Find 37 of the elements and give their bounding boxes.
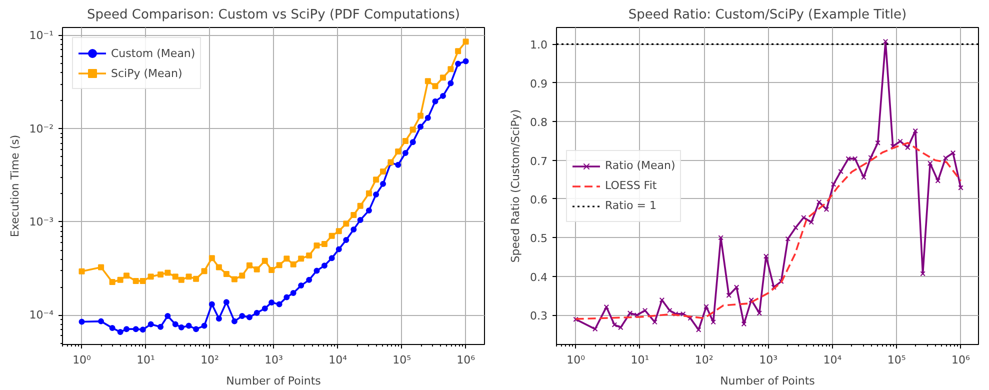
y-tick-label: 10⁻⁴ [29,308,54,322]
x-tick-label: 10³ [264,354,283,366]
x-tick-label: 10⁴ [328,354,348,366]
x-tick-label: 10¹ [136,354,155,366]
y-tick-label: 0.8 [530,116,548,130]
legend-label: Ratio = 1 [605,199,656,212]
x-tick-label: 10³ [759,354,778,366]
x-axis-title: Number of Points [226,374,322,388]
legend-label: LOESS Fit [605,179,657,192]
legend-label: Custom (Mean) [111,46,196,60]
y-tick-label: 10⁻² [29,122,54,136]
chart-title: Speed Ratio: Custom/SciPy (Example Title) [628,8,907,22]
y-tick-label: 0.6 [530,193,548,206]
y-tick-label: 10⁻³ [29,215,54,228]
y-tick-label: 0.5 [530,232,548,246]
chart-title: Speed Comparison: Custom vs SciPy (PDF Computations) [87,8,460,22]
x-tick-label: 10² [694,354,714,366]
x-tick-label: 10⁵ [887,354,906,366]
y-tick-label: 1.0 [530,38,548,52]
x-tick-label: 10² [200,354,219,366]
x-tick-label: 10¹ [630,354,650,366]
x-tick-label: 10⁴ [823,354,842,366]
y-tick-label: 0.9 [530,77,548,90]
x-tick-label: 10⁰ [566,354,586,366]
x-axis-title: Number of Points [720,374,816,388]
y-tick-label: 0.4 [530,270,548,284]
legend-label: Ratio (Mean) [605,159,676,172]
legend-label: SciPy (Mean) [111,66,182,80]
y-axis-title: Execution Time (s) [8,134,22,238]
y-axis-title: Speed Ratio (Custom/SciPy) [509,109,522,263]
x-tick-label: 10⁵ [392,354,412,366]
x-tick-label: 10⁰ [72,354,92,366]
y-tick-label: 0.7 [530,154,548,168]
x-tick-label: 10⁶ [456,354,476,366]
x-tick-label: 10⁶ [952,354,971,366]
y-tick-label: 10⁻¹ [29,29,54,42]
y-tick-label: 0.3 [530,310,548,323]
